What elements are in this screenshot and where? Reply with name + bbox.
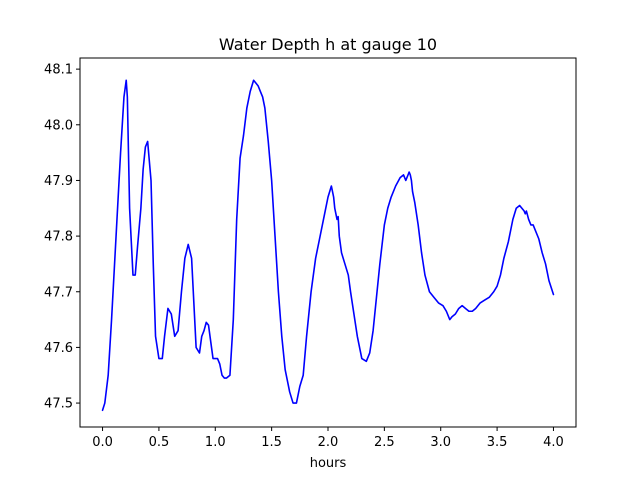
x-axis-label: hours [310, 456, 347, 471]
y-tick-label: 48.1 [44, 63, 73, 78]
chart-title: Water Depth h at gauge 10 [219, 35, 437, 54]
x-tick-label: 0.0 [92, 435, 113, 450]
y-tick-label: 47.9 [44, 174, 73, 189]
x-tick-label: 1.5 [261, 435, 282, 450]
y-tick-label: 48.0 [44, 118, 73, 133]
plot-area [101, 79, 555, 412]
axes-frame [79, 57, 577, 428]
x-tick-label: 2.5 [374, 435, 395, 450]
x-tick-label: 3.5 [487, 435, 508, 450]
axis-ticks: 0.0 0.5 1.0 1.5 2.0 2.5 3.0 3.5 4.0 47.5 47.6 47.7 4… [44, 63, 564, 450]
y-tick-label: 47.7 [44, 285, 73, 300]
y-tick-label: 47.5 [44, 397, 73, 412]
series-line-0 [101, 79, 555, 412]
y-tick-label: 47.8 [44, 230, 73, 245]
x-tick-label: 2.0 [318, 435, 339, 450]
x-tick-label: 3.0 [430, 435, 451, 450]
x-tick-label: 0.5 [149, 435, 170, 450]
y-tick-label: 47.6 [44, 341, 73, 356]
x-tick-label: 4.0 [543, 435, 564, 450]
x-tick-label: 1.0 [205, 435, 226, 450]
